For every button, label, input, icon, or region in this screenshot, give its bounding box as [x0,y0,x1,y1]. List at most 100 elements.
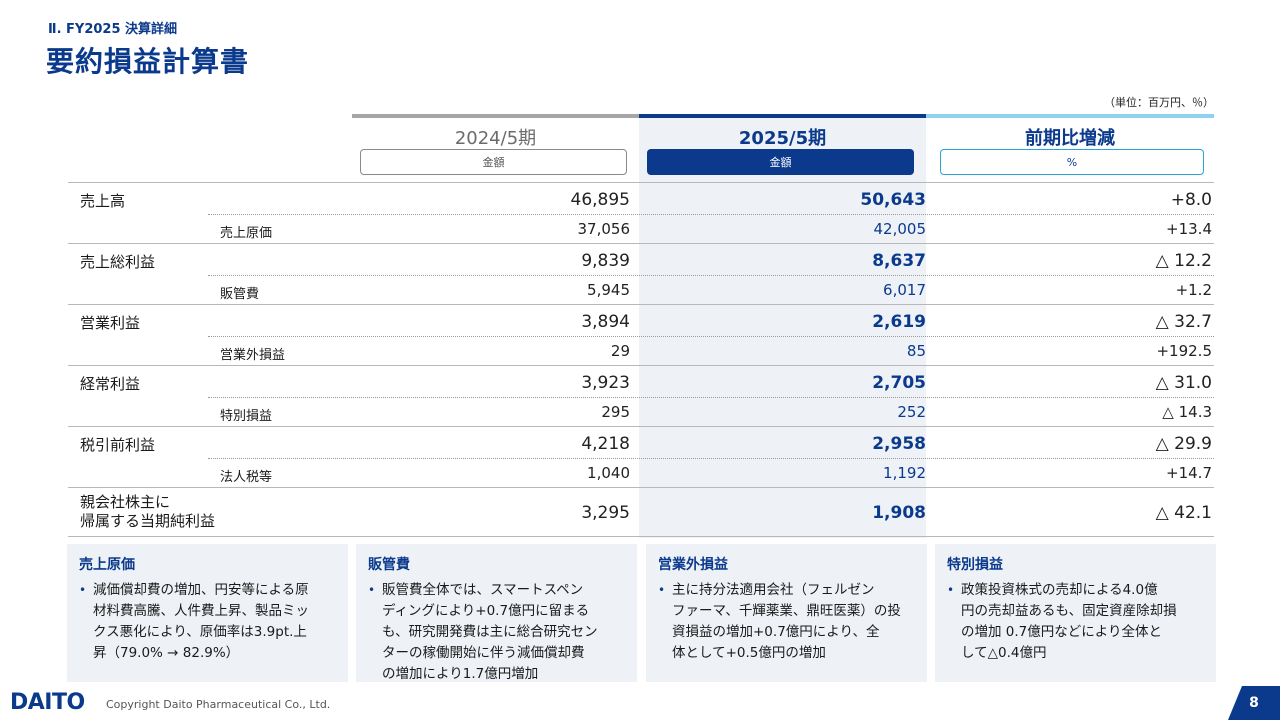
change-value: +8.0 [1170,190,1212,210]
column-title: 2024/5期 [454,128,537,149]
row-separator [208,336,1214,337]
page-number: 8 [1228,686,1280,720]
table-row: 営業外損益 29 85 +192.5 [68,336,1214,366]
row-separator [68,243,1214,244]
bullet-icon: • [947,583,955,597]
prev-value: 4,218 [581,434,630,454]
note-line: 主に持分法適用会社（フェルゼン [672,582,875,598]
table-row: 売上高 46,895 50,643 +8.0 [68,184,1214,214]
change-value: △ 14.3 [1162,403,1212,421]
change-value: △ 31.0 [1155,373,1212,393]
curr-value: 6,017 [883,281,926,299]
row-separator [68,182,1214,183]
change-value: △ 12.2 [1155,251,1212,271]
note-line: 材料費高騰、人件費上昇、製品ミッ [93,603,309,619]
note-line: 体として+0.5億円の増加 [672,645,826,661]
note-line: して△0.4億円 [961,645,1047,661]
curr-value: 2,958 [872,434,926,454]
curr-value: 1,192 [883,464,926,482]
curr-value: 50,643 [860,190,926,210]
bullet-icon: • [658,583,666,597]
note-line: ターの稼働開始に伴う減価償却費 [382,645,585,661]
row-separator [68,536,1214,537]
note-line: ディングにより+0.7億円に留まる [382,603,590,619]
note-line: の増加 0.7億円などにより全体と [961,624,1162,640]
table-row: 売上原価 37,056 42,005 +13.4 [68,214,1214,244]
prev-value: 46,895 [570,190,630,210]
note-body: • 減価償却費の増加、円安等による原 材料費高騰、人件費上昇、製品ミッ クス悪化… [79,580,336,664]
current-year-highlight [639,182,926,538]
row-label: 売上原価 [220,226,273,241]
table-row: 売上総利益 9,839 8,637 △ 12.2 [68,245,1214,275]
company-logo: DAITO [10,690,85,715]
column-header-curr-year: 2025/5期 金額 [639,114,926,182]
row-label: 営業外損益 [220,348,286,363]
bullet-icon: • [368,583,376,597]
income-statement-table: 売上高 46,895 50,643 +8.0 売上原価 37,056 42,00… [68,182,1214,538]
note-line: 資損益の増加+0.7億円により、全 [672,624,880,640]
table-row: 特別損益 295 252 △ 14.3 [68,397,1214,427]
note-card-extraordinary: 特別損益 • 政策投資株式の売却による4.0億 円の売却益あるも、固定資産除却損… [935,544,1216,682]
note-line: 政策投資株式の売却による4.0億 [961,582,1158,598]
row-label: 販管費 [220,287,260,302]
note-heading: 売上原価 [79,557,135,573]
change-value: +13.4 [1166,220,1212,238]
prev-value: 3,894 [581,312,630,332]
row-label: 法人税等 [220,470,273,485]
curr-value: 2,619 [872,312,926,332]
row-label: 売上総利益 [80,253,156,271]
prev-value: 295 [601,403,630,421]
column-accent-bar [352,114,639,118]
note-body: • 政策投資株式の売却による4.0億 円の売却益あるも、固定資産除却損 の増加 … [947,580,1204,664]
column-header-prev-year: 2024/5期 金額 [352,114,639,182]
column-subheader: 金額 [647,149,914,175]
page-title: 要約損益計算書 [46,45,250,78]
column-title: 前期比増減 [1025,128,1115,149]
change-value: △ 42.1 [1155,503,1212,523]
column-accent-bar [639,114,926,118]
change-value: +192.5 [1156,342,1212,360]
row-label-line: 帰属する当期純利益 [80,512,216,530]
row-label: 特別損益 [220,409,273,424]
curr-value: 85 [906,342,926,360]
table-row: 税引前利益 4,218 2,958 △ 29.9 [68,428,1214,458]
note-body: • 販管費全体では、スマートスペン ディングにより+0.7億円に留まる も、研究… [368,580,625,685]
curr-value: 252 [897,403,926,421]
note-line: も、研究開発費は主に総合研究セン [382,624,598,640]
note-line: 円の売却益あるも、固定資産除却損 [961,603,1177,619]
change-value: +14.7 [1166,464,1212,482]
section-label: Ⅱ. FY2025 決算詳細 [48,22,178,37]
row-separator [68,487,1214,488]
row-label: 税引前利益 [80,436,156,454]
curr-value: 1,908 [872,503,926,523]
table-row: 親会社株主に 帰属する当期純利益 3,295 1,908 △ 42.1 [68,487,1214,537]
row-separator [68,365,1214,366]
row-label: 営業利益 [80,314,141,332]
curr-value: 42,005 [873,220,927,238]
note-line: ファーマ、千輝薬業、鼎旺医薬）の投 [672,603,901,619]
note-card-cost-of-sales: 売上原価 • 減価償却費の増加、円安等による原 材料費高騰、人件費上昇、製品ミッ… [67,544,348,682]
row-label: 売上高 [80,192,126,210]
row-separator [208,275,1214,276]
table-row: 営業利益 3,894 2,619 △ 32.7 [68,306,1214,336]
row-label: 親会社株主に 帰属する当期純利益 [80,493,215,531]
note-line: 昇（79.0% → 82.9%） [93,645,240,661]
row-label: 経常利益 [80,375,141,393]
prev-value: 29 [610,342,630,360]
note-body: • 主に持分法適用会社（フェルゼン ファーマ、千輝薬業、鼎旺医薬）の投 資損益の… [658,580,915,664]
prev-value: 3,295 [581,503,630,523]
note-heading: 販管費 [368,557,410,573]
prev-value: 1,040 [587,464,630,482]
prev-value: 9,839 [581,251,630,271]
table-row: 法人税等 1,040 1,192 +14.7 [68,458,1214,488]
curr-value: 8,637 [872,251,926,271]
row-separator [208,214,1214,215]
row-separator [208,458,1214,459]
change-value: △ 32.7 [1155,312,1212,332]
prev-value: 5,945 [587,281,630,299]
row-label-line: 親会社株主に [80,493,171,511]
unit-note: （単位：百万円、％） [1104,96,1214,109]
row-separator [208,397,1214,398]
change-value: +1.2 [1175,281,1212,299]
note-line: 減価償却費の増加、円安等による原 [93,582,309,598]
